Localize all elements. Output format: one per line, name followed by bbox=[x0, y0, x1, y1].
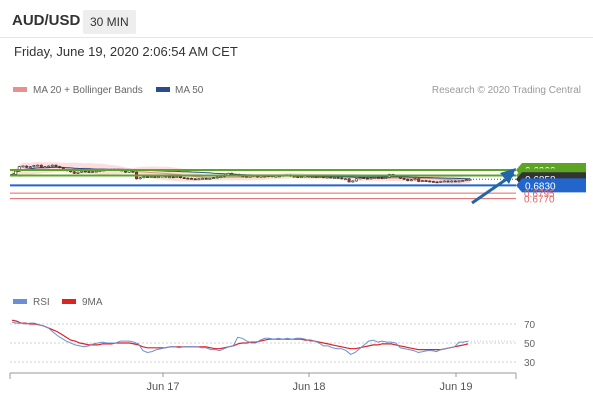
candle bbox=[457, 180, 461, 183]
candle bbox=[58, 165, 62, 169]
rsi-ma-legend-swatch bbox=[62, 299, 76, 304]
candle bbox=[461, 179, 465, 182]
candle bbox=[453, 180, 457, 183]
candle bbox=[417, 178, 421, 183]
rsi-legend-swatch bbox=[13, 299, 27, 304]
rsi-line bbox=[11, 321, 469, 355]
candle bbox=[197, 178, 201, 181]
candle bbox=[208, 177, 212, 180]
candle bbox=[340, 177, 344, 180]
candle bbox=[32, 164, 36, 168]
candle bbox=[362, 177, 366, 179]
timeframe-badge[interactable]: 30 MIN bbox=[83, 10, 136, 34]
candle bbox=[354, 178, 358, 182]
candle bbox=[21, 165, 25, 168]
candle bbox=[446, 180, 450, 183]
candle bbox=[409, 179, 413, 182]
time-axis-label: Jun 18 bbox=[292, 381, 325, 393]
candle bbox=[442, 180, 446, 183]
time-axis-label: Jun 17 bbox=[146, 381, 179, 393]
rsi-tick-label: 70 bbox=[524, 320, 536, 331]
candle bbox=[201, 177, 205, 180]
rsi-tick-label: 30 bbox=[524, 358, 536, 369]
candle bbox=[14, 170, 18, 176]
candle bbox=[47, 165, 51, 168]
candle bbox=[190, 177, 194, 180]
candle bbox=[138, 177, 142, 180]
candle bbox=[215, 176, 219, 179]
candle bbox=[25, 165, 29, 169]
candle bbox=[351, 180, 355, 183]
candle bbox=[76, 171, 80, 174]
ma50-legend-label: MA 50 bbox=[175, 85, 204, 96]
forecast-arrow-head bbox=[500, 168, 516, 184]
rsi-ma-line bbox=[11, 319, 469, 351]
candle bbox=[28, 166, 32, 169]
candle bbox=[464, 179, 468, 182]
ma20-legend-swatch bbox=[13, 87, 27, 92]
datetime-label: Friday, June 19, 2020 2:06:54 AM CET bbox=[14, 44, 238, 59]
candle bbox=[384, 176, 388, 179]
candle bbox=[402, 177, 406, 180]
support-level-label: 0.6795 bbox=[524, 189, 555, 200]
candle bbox=[406, 178, 410, 182]
bollinger-band-area bbox=[12, 161, 470, 185]
candle bbox=[369, 177, 373, 180]
candle bbox=[343, 178, 347, 181]
candle bbox=[39, 164, 43, 169]
candle bbox=[347, 178, 351, 183]
pivot-level-label: 0.6830 bbox=[525, 181, 556, 192]
candle bbox=[50, 164, 54, 167]
candle bbox=[72, 171, 76, 174]
candle bbox=[329, 176, 333, 179]
candle bbox=[365, 177, 369, 180]
header-divider bbox=[0, 37, 593, 38]
candle bbox=[413, 178, 417, 181]
rsi-ma-legend-label: 9MA bbox=[82, 297, 103, 308]
candle bbox=[420, 179, 424, 183]
rsi-tick-label: 50 bbox=[524, 339, 536, 350]
time-axis-label: Jun 19 bbox=[439, 381, 472, 393]
candle bbox=[182, 177, 186, 179]
candle bbox=[336, 176, 340, 179]
candle bbox=[380, 177, 384, 179]
time-axis: Jun 17 Jun 18 Jun 19 bbox=[9, 372, 517, 393]
candle bbox=[424, 179, 428, 182]
pair-title: AUD/USD bbox=[12, 12, 81, 29]
candle bbox=[43, 166, 47, 169]
ma20-legend-label: MA 20 + Bollinger Bands bbox=[33, 85, 143, 96]
pivot-level-tag bbox=[516, 178, 586, 193]
candle bbox=[36, 164, 40, 167]
candle bbox=[431, 180, 435, 183]
candle bbox=[54, 164, 58, 168]
candle bbox=[212, 177, 216, 180]
credit-label: Research © 2020 Trading Central bbox=[432, 85, 581, 96]
bollinger-band bbox=[12, 161, 470, 185]
support-level-label: 0.6770 bbox=[524, 195, 555, 206]
candle bbox=[186, 177, 190, 180]
candle bbox=[204, 177, 208, 180]
candle bbox=[435, 181, 439, 184]
candle bbox=[428, 180, 432, 183]
candle bbox=[87, 170, 91, 173]
candle bbox=[439, 180, 443, 183]
chart-header: AUD/USD 30 MIN bbox=[0, 0, 593, 38]
rsi-legend-label: RSI bbox=[33, 297, 50, 308]
candle bbox=[450, 180, 454, 183]
candle bbox=[91, 170, 95, 173]
candle bbox=[325, 176, 329, 179]
candle bbox=[193, 178, 197, 181]
rsi-panel: 70 50 30 bbox=[10, 319, 536, 369]
ma50-legend-swatch bbox=[156, 87, 170, 92]
candle bbox=[358, 177, 362, 180]
candle bbox=[332, 176, 336, 179]
candle bbox=[376, 176, 380, 179]
candle bbox=[373, 176, 377, 179]
